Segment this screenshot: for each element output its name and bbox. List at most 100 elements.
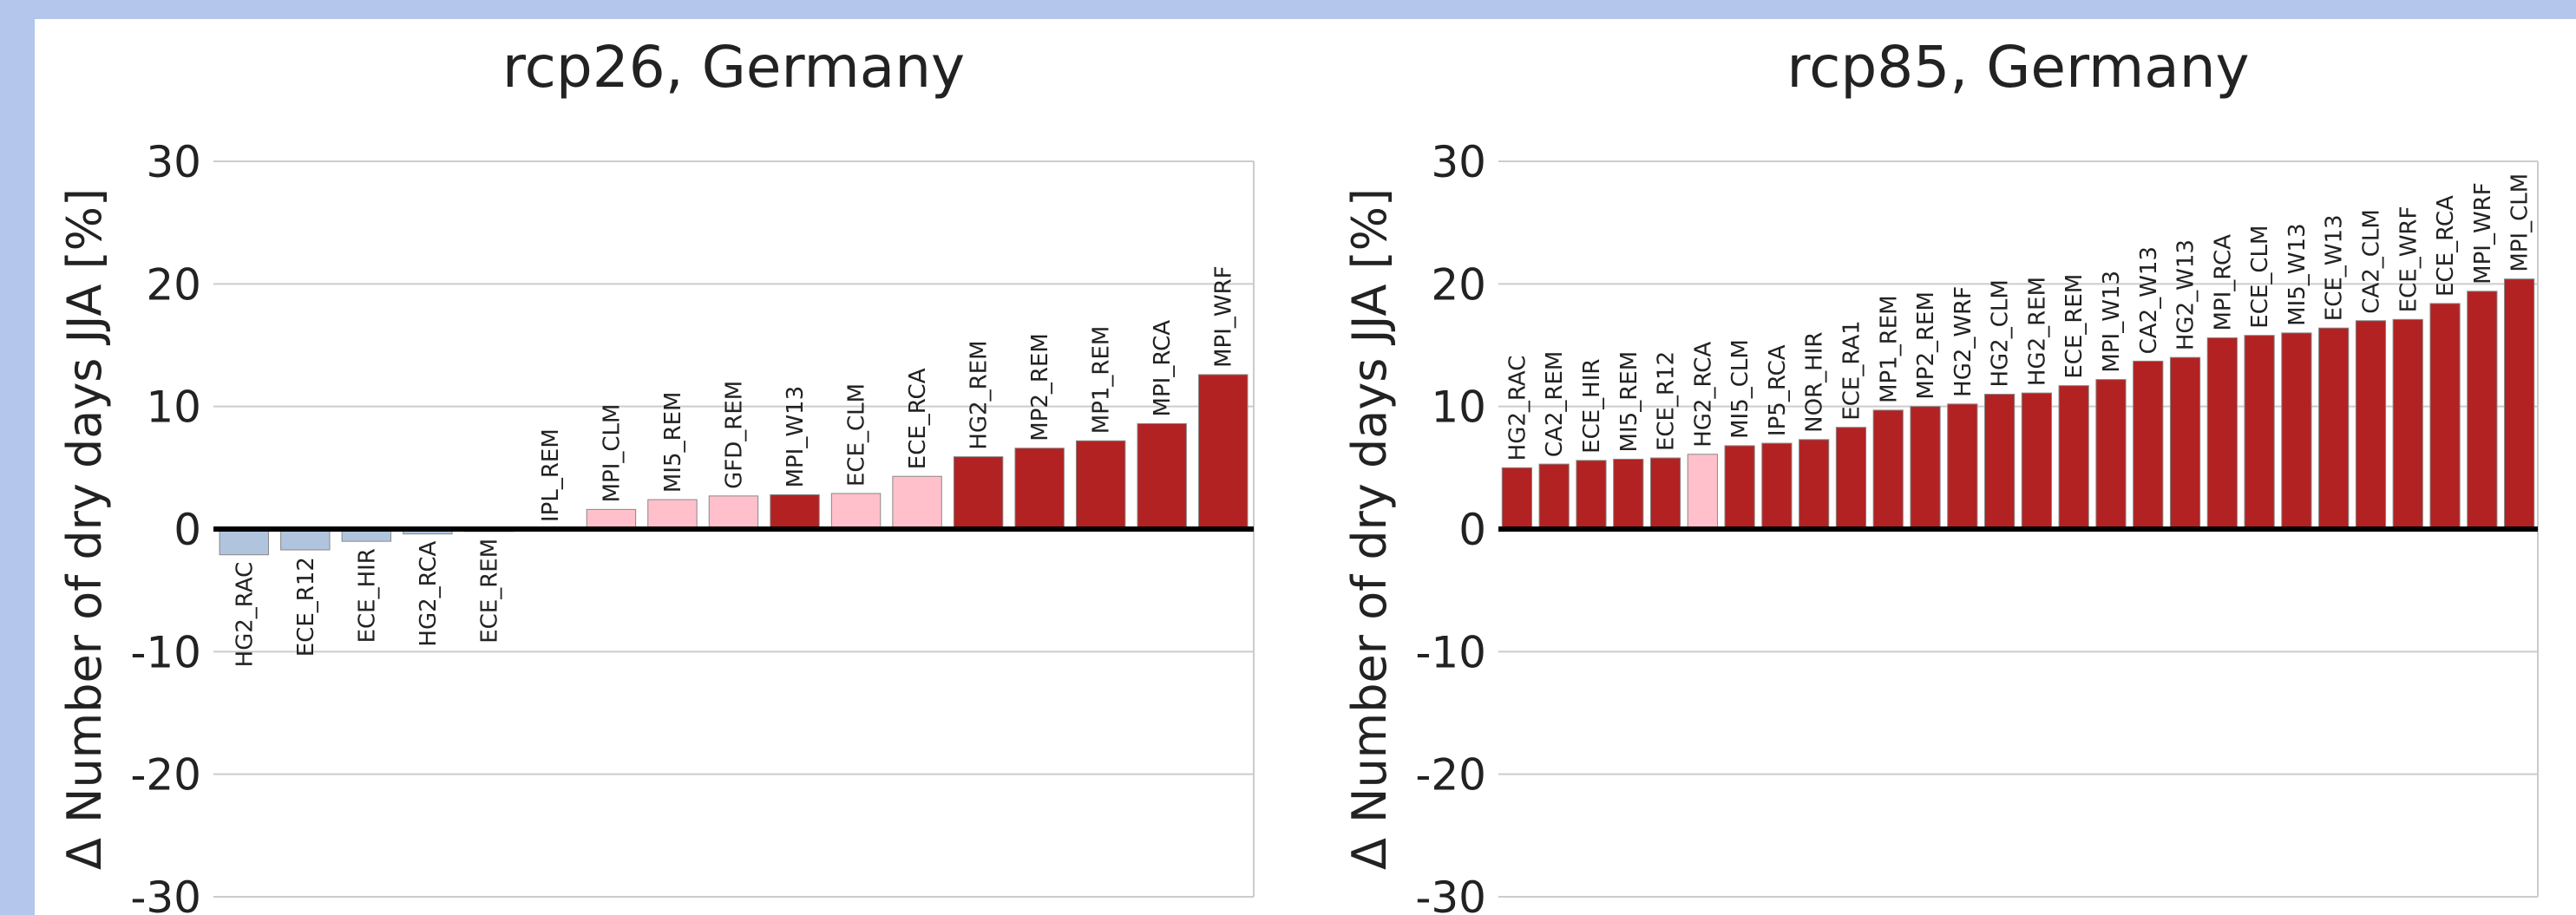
bar [2169, 356, 2201, 530]
bar [2244, 335, 2275, 530]
bar [892, 475, 942, 530]
bar-label: CA2_CLM [2358, 209, 2384, 314]
bar [1983, 394, 2016, 530]
bar [586, 508, 637, 530]
bar [1872, 409, 1904, 530]
bar [830, 493, 882, 530]
bar-label: HG2_RAC [1504, 356, 1531, 461]
bar-label: HG2_CLM [1988, 279, 2014, 387]
bar [1501, 467, 1533, 530]
y-tick-label: 10 [146, 382, 201, 433]
bar-label: MP1_REM [1876, 295, 1902, 403]
bar-label: ECE_RA1 [1839, 320, 1865, 420]
bar-label: NOR_HIR [1802, 332, 1828, 433]
bar-label: MPI_RCA [1150, 320, 1176, 417]
bar [2318, 327, 2350, 530]
bar-label: ECE_R12 [1654, 351, 1680, 451]
bar-label: HG2_REM [967, 340, 993, 449]
y-tick-label: -30 [130, 873, 201, 915]
bar [219, 528, 269, 556]
bar-label: HG2_RCA [416, 540, 442, 646]
bar [1576, 460, 1607, 530]
bar-label: MPI_WRF [2470, 182, 2496, 284]
bar [2355, 320, 2387, 530]
bar-label: ECE_CLM [2247, 225, 2273, 329]
bar [647, 499, 698, 530]
bar [2392, 318, 2423, 530]
bar [1649, 457, 1681, 530]
bar-label: MP2_REM [1913, 291, 1939, 400]
bar-label: IP5_RCA [1765, 344, 1791, 436]
y-tick-label: 20 [1431, 259, 1486, 310]
bar [1613, 458, 1644, 530]
bar-label: ECE_CLM [844, 383, 870, 487]
bar-label: MP2_REM [1027, 333, 1053, 441]
bar [1761, 442, 1793, 530]
bar-label: MPI_RCA [2210, 234, 2236, 331]
bar [2206, 337, 2238, 530]
bar-label: CA2_W13 [2136, 246, 2162, 354]
bar-label: IPL_REM [538, 428, 564, 522]
bar [1538, 463, 1570, 530]
bar-label: ECE_W13 [2322, 214, 2348, 321]
bar-label: MI5_REM [1616, 351, 1642, 453]
y-tick-label: 10 [1431, 382, 1486, 433]
bar [1198, 374, 1249, 530]
bar-label: MPI_CLM [599, 404, 625, 503]
bar [2133, 360, 2164, 530]
bar [1075, 440, 1126, 530]
bar [1947, 403, 1978, 530]
bar-label: ECE_REM [476, 539, 502, 644]
bar [1137, 422, 1187, 530]
bar [280, 528, 331, 551]
bar-label: MPI_W13 [2099, 271, 2125, 373]
bar [2503, 278, 2535, 530]
bar [2058, 385, 2089, 530]
bar-label: GFD_REM [722, 381, 748, 489]
bar-label: ECE_RCA [905, 368, 931, 469]
bar-label: MPI_W13 [783, 386, 809, 488]
bar-label: ECE_R12 [293, 557, 319, 657]
bar-label: ECE_REM [2061, 274, 2088, 379]
y-tick-label: -20 [1415, 750, 1486, 801]
bar [1910, 406, 1941, 530]
bar [770, 493, 820, 530]
y-tick-label: 20 [146, 259, 201, 310]
bar [708, 495, 759, 530]
bar [2021, 392, 2053, 530]
bar [2281, 332, 2312, 530]
bar-label: HG2_WRF [1950, 286, 1976, 397]
y-axis-label: Δ Number of dry days JJA [%] [57, 188, 112, 870]
bar-label: MI5_CLM [1727, 339, 1753, 439]
bar [2429, 303, 2461, 530]
bar [2467, 291, 2498, 530]
bar-label: MP1_REM [1089, 326, 1115, 435]
bar [1687, 454, 1718, 530]
y-tick-label: 30 [146, 137, 201, 187]
bar-label: HG2_W13 [2173, 239, 2199, 350]
bar-label: MI5_REM [660, 392, 686, 493]
bar-label: MPI_CLM [2507, 173, 2533, 272]
bar [1724, 445, 1755, 530]
bar-label: ECE_HIR [354, 548, 380, 643]
y-tick-label: -30 [1415, 873, 1486, 915]
bar-label: HG2_RAC [232, 562, 258, 668]
y-tick-label: 30 [1431, 137, 1486, 187]
bar-label: HG2_RCA [1690, 342, 1716, 448]
bar [953, 456, 1004, 530]
bar-label: ECE_WRF [2396, 206, 2422, 313]
bar [1014, 448, 1065, 530]
bar-label: ECE_HIR [1579, 359, 1605, 454]
bar-label: HG2_REM [2024, 277, 2050, 386]
bar-label: ECE_RCA [2433, 195, 2459, 297]
bar [1835, 427, 1867, 530]
y-tick-label: 0 [1458, 505, 1486, 555]
y-tick-label: -10 [130, 627, 201, 677]
chart-title: rcp85, Germany [1786, 34, 2249, 101]
y-tick-label: 0 [174, 505, 201, 555]
bar [1799, 439, 1830, 530]
y-tick-label: -20 [130, 750, 201, 801]
bar-label: MPI_WRF [1211, 265, 1237, 368]
